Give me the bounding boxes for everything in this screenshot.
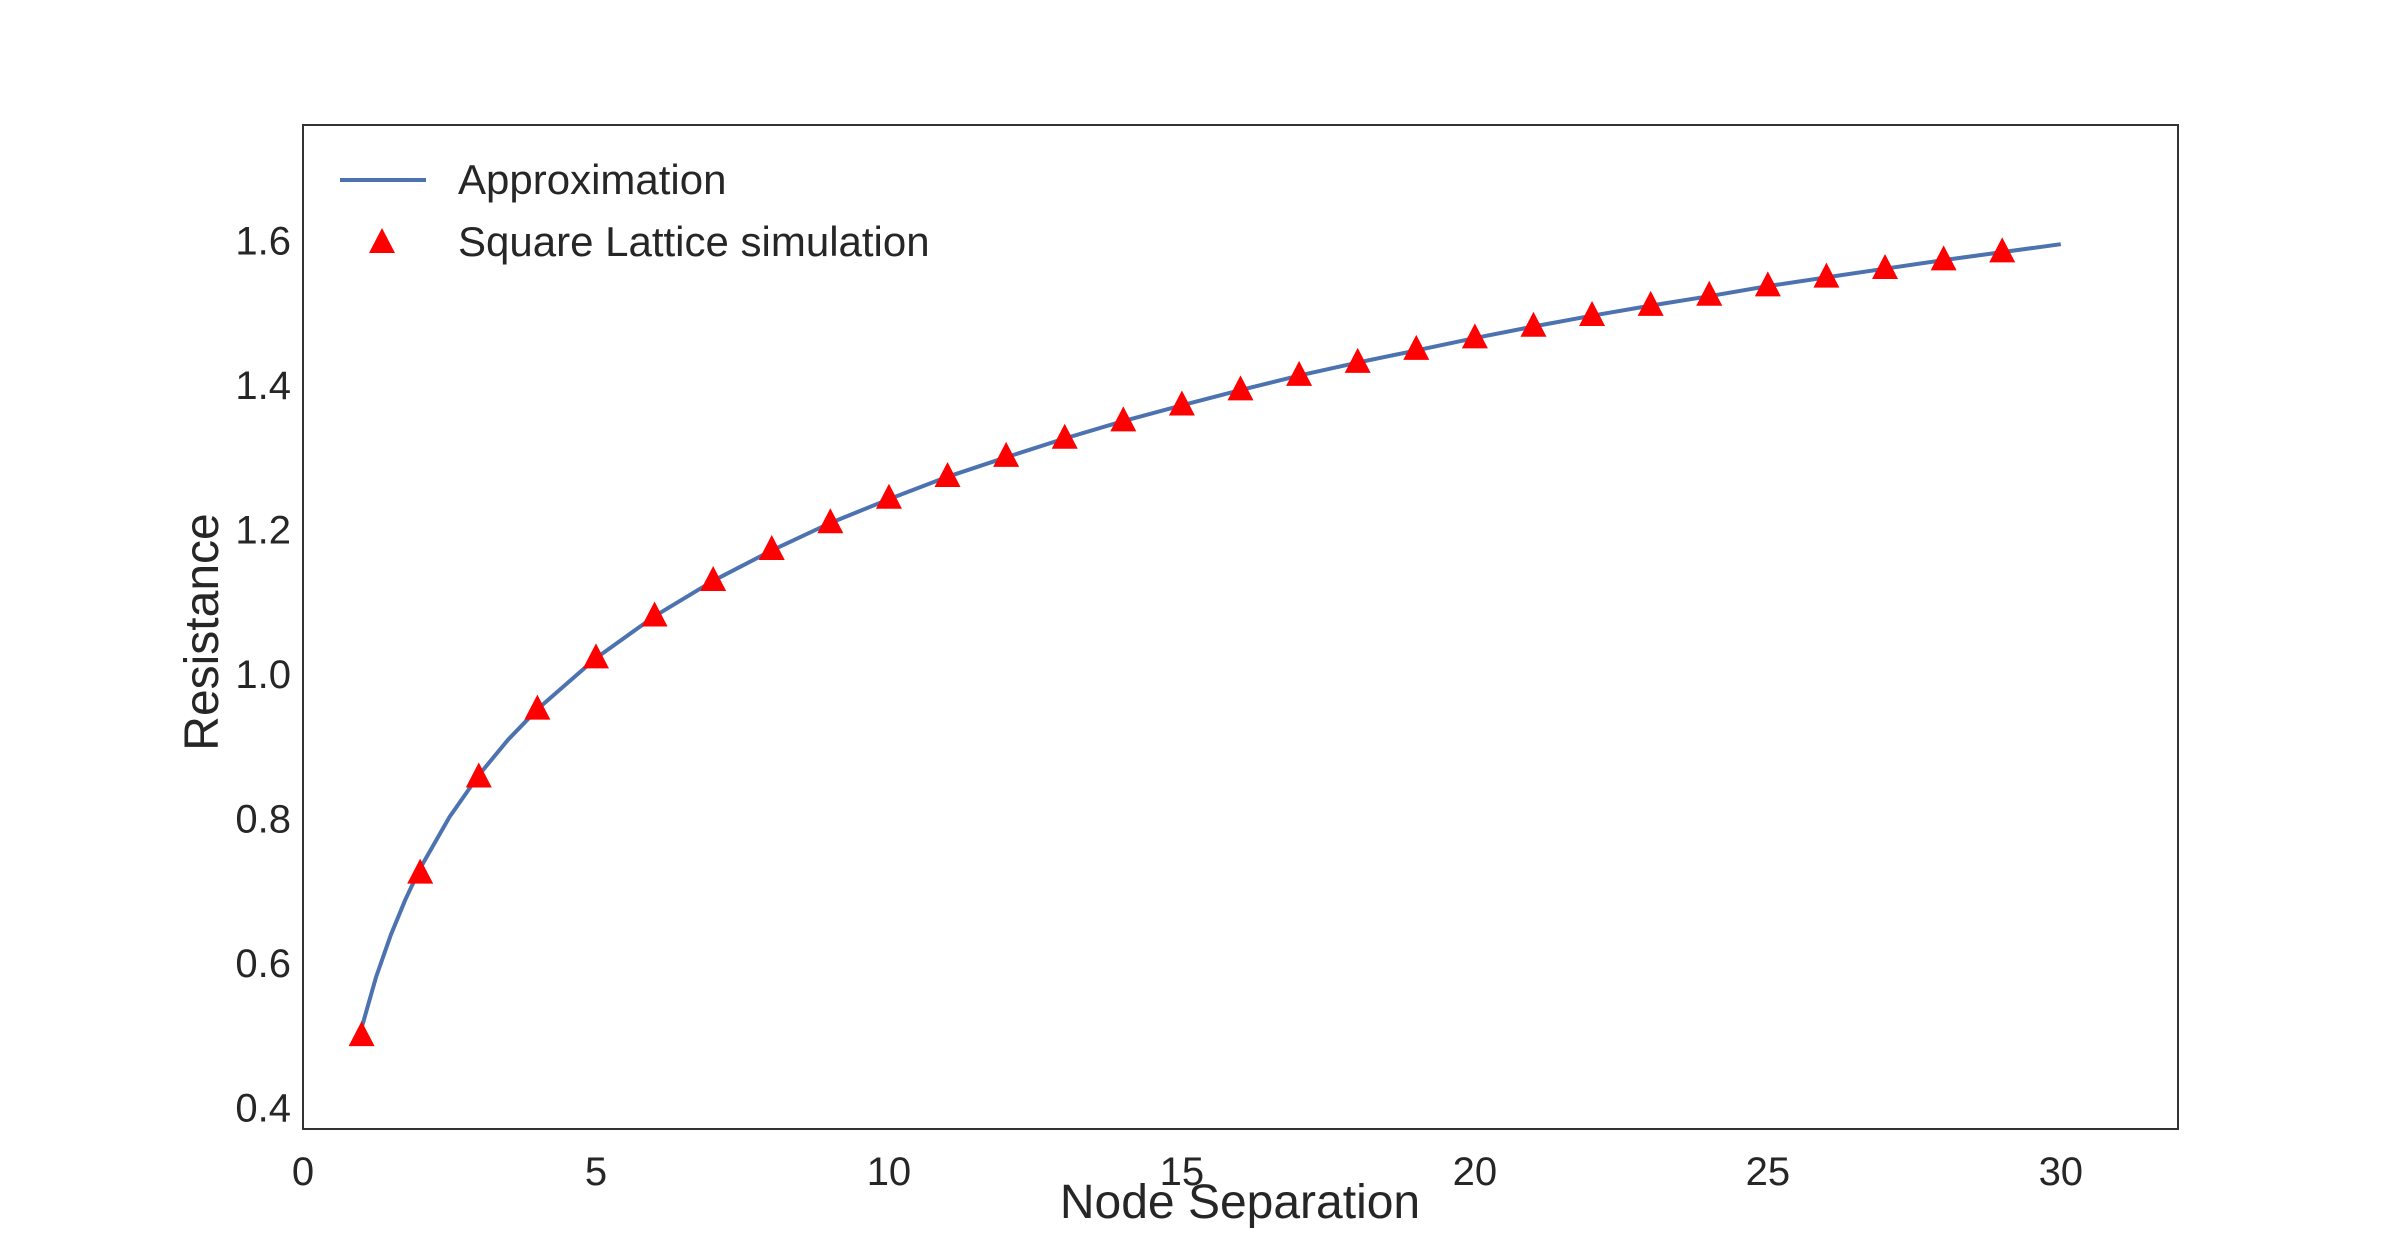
simulation-point (1872, 254, 1899, 280)
simulation-point (1754, 271, 1781, 297)
simulation-point (1051, 423, 1078, 449)
simulation-point (700, 566, 727, 592)
y-tick-label: 1.0 (235, 653, 291, 697)
legend-label-approximation: Approximation (458, 156, 726, 203)
x-axis-label: Node Separation (1060, 1176, 1420, 1229)
simulation-point (1403, 334, 1430, 360)
simulation-point (1579, 300, 1606, 326)
simulation-point (465, 762, 492, 788)
simulation-point (758, 534, 785, 560)
simulation-point (524, 694, 551, 720)
simulation-point (407, 858, 434, 884)
simulation-point (348, 1021, 375, 1047)
legend: Approximation Square Lattice simulation (340, 156, 930, 265)
simulation-point (641, 601, 668, 627)
simulation-point (1227, 375, 1254, 401)
x-tick-label: 20 (1453, 1150, 1498, 1194)
x-tick-label: 0 (292, 1150, 314, 1194)
simulation-point (582, 643, 609, 669)
legend-triangle-marker (369, 228, 395, 253)
simulation-point (1461, 323, 1488, 349)
simulation-point (1989, 237, 2016, 263)
y-tick-label: 0.8 (235, 797, 291, 841)
y-tick-label: 0.6 (235, 942, 291, 986)
legend-label-simulation: Square Lattice simulation (458, 218, 930, 265)
simulation-point (1930, 245, 1957, 271)
simulation-point (1637, 290, 1664, 316)
simulation-point (993, 441, 1020, 467)
y-tick-label: 1.6 (235, 220, 291, 264)
x-tick-label: 15 (1160, 1150, 1205, 1194)
simulation-point (1110, 406, 1137, 432)
x-tick-label: 25 (1746, 1150, 1791, 1194)
x-tick-label: 10 (867, 1150, 912, 1194)
simulation-point (1168, 390, 1195, 416)
simulation-point (1286, 360, 1313, 386)
simulation-point (1696, 280, 1723, 306)
y-tick-label: 1.2 (235, 508, 291, 552)
simulation-point (1520, 311, 1547, 337)
y-tick-label: 0.4 (235, 1086, 291, 1130)
y-axis-label: Resistance (176, 513, 229, 750)
simulation-point (934, 462, 961, 488)
simulation-point (1344, 347, 1371, 373)
y-tick-label: 1.4 (235, 364, 291, 408)
series-layer (348, 237, 2062, 1047)
x-tick-label: 5 (585, 1150, 607, 1194)
x-tick-label: 30 (2039, 1150, 2084, 1194)
simulation-point (817, 508, 844, 534)
tick-layer: 0 5 10 15 20 25 30 0.4 0.6 0.8 1.0 1.2 1.4 1.6 (235, 220, 2083, 1194)
simulation-point (1813, 262, 1840, 288)
simulation-point (875, 483, 902, 509)
plot-frame (302, 124, 2179, 1130)
